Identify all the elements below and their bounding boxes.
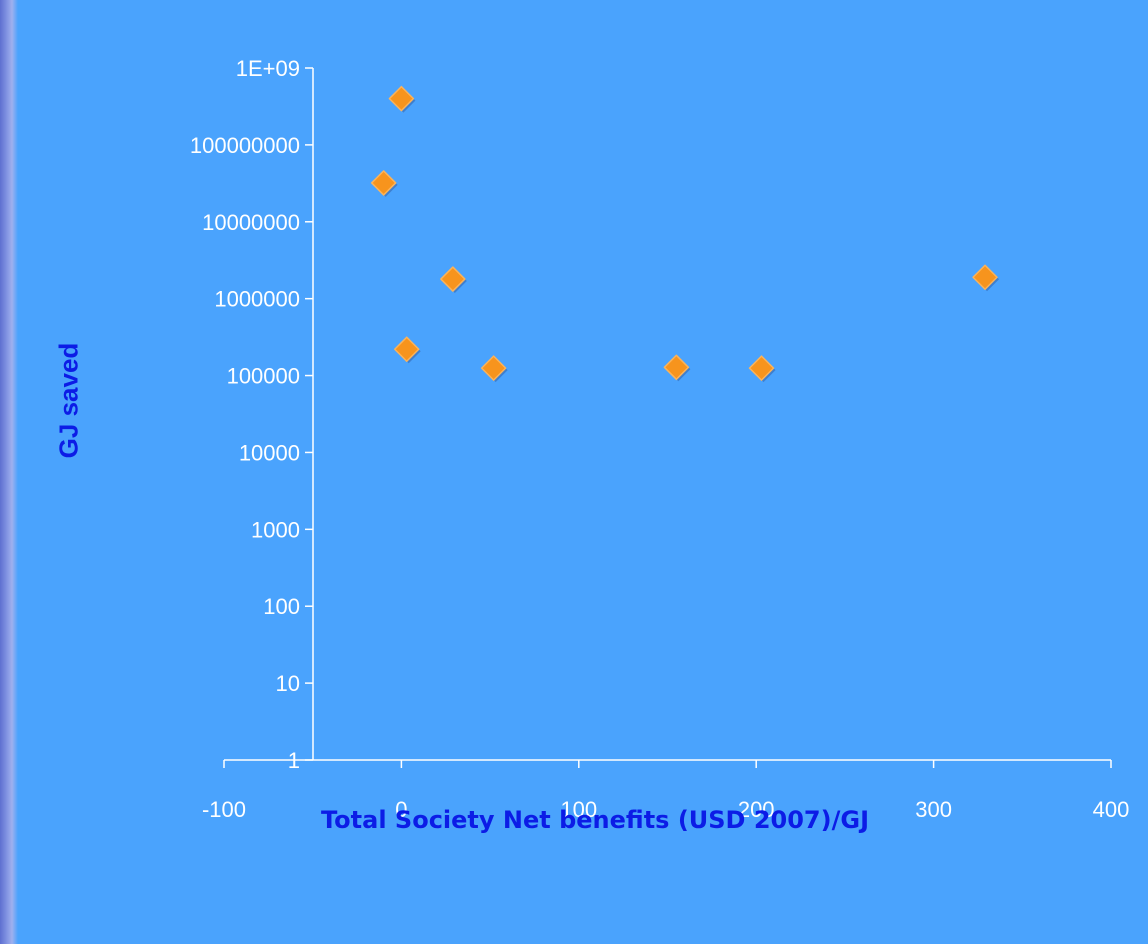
data-point-marker <box>440 266 466 292</box>
data-point-marker <box>663 354 690 381</box>
y-tick-label: 1000000 <box>214 287 300 312</box>
data-point <box>748 355 776 383</box>
chart-background <box>18 0 1148 944</box>
y-tick-label: 100000 <box>227 364 300 389</box>
data-point-marker <box>972 264 998 290</box>
data-point <box>393 336 421 364</box>
tick-labels: -100 0 100 200 300 400 1 10 100 1000 10000 100000 10… <box>190 56 1129 822</box>
data-point-marker <box>480 355 507 381</box>
y-tick-label: 10000000 <box>202 210 300 235</box>
data-point-marker <box>393 336 420 362</box>
y-tick-label: 100 <box>263 594 300 619</box>
data-point-marker <box>370 170 397 196</box>
y-tick-label: 1 <box>288 748 300 773</box>
data-point <box>440 266 467 294</box>
x-tick-label: 100 <box>560 797 597 822</box>
data-point <box>388 85 416 113</box>
x-tick-label: 300 <box>915 797 952 822</box>
y-tick-label: 1E+09 <box>236 56 300 81</box>
data-points <box>370 85 1000 383</box>
data-point <box>972 264 1000 292</box>
data-point-marker <box>388 85 415 112</box>
data-point-marker <box>748 355 775 381</box>
data-point <box>480 355 508 383</box>
y-tick-label: 10 <box>276 671 300 696</box>
x-axis-label: Total Society Net benefits (USD 2007)/GJ <box>321 806 869 834</box>
y-tick-label: 1000 <box>251 517 300 542</box>
y-axis-label-text: GJ saved <box>53 342 84 458</box>
y-tick-label: 100000000 <box>190 133 300 158</box>
x-tick-label: 200 <box>738 797 775 822</box>
x-tick-label: -100 <box>202 797 246 822</box>
axes <box>223 67 1112 768</box>
data-point <box>370 170 398 197</box>
data-point <box>663 354 691 382</box>
x-tick-label: 400 <box>1093 797 1130 822</box>
y-tick-label: 10000 <box>239 440 300 465</box>
x-tick-label: 0 <box>395 797 407 822</box>
y-axis-label: GJ saved <box>14 300 124 500</box>
